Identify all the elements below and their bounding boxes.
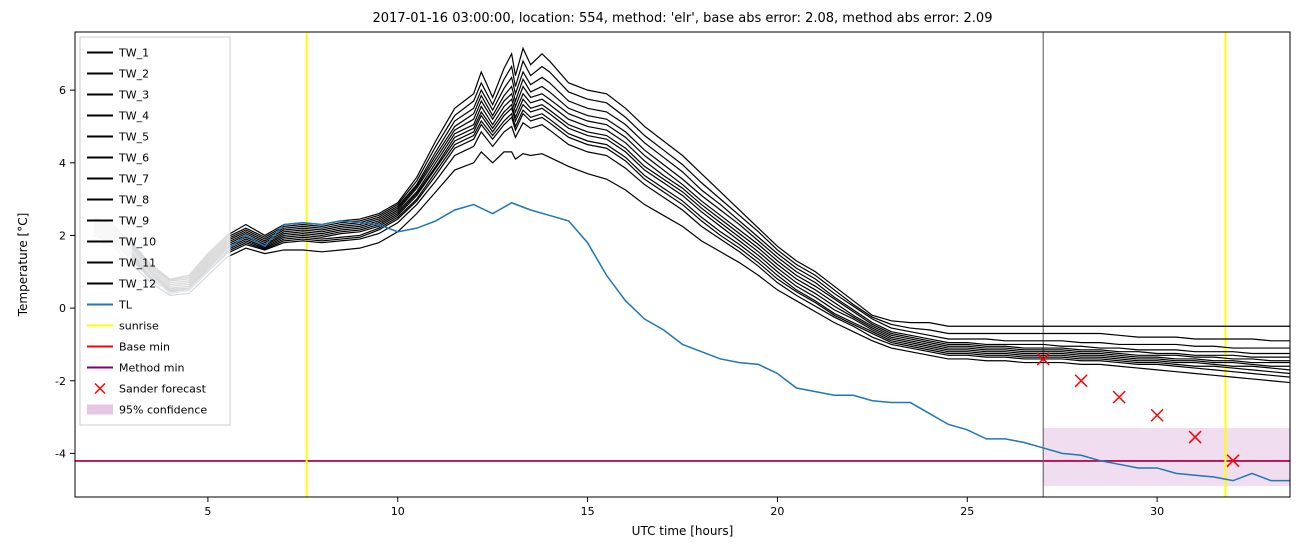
legend-label: TW_8 <box>118 194 149 207</box>
legend-label: TW_10 <box>118 236 156 249</box>
ytick-label: -4 <box>55 447 66 460</box>
legend-label: 95% confidence <box>119 404 207 417</box>
legend-swatch <box>87 405 113 415</box>
xtick-label: 30 <box>1150 505 1164 518</box>
legend-label: TW_3 <box>118 89 149 102</box>
xtick-label: 5 <box>204 505 211 518</box>
legend-label: TW_7 <box>118 173 149 186</box>
legend-label: TW_11 <box>118 257 156 270</box>
xtick-label: 20 <box>770 505 784 518</box>
legend-label: Base min <box>119 341 170 354</box>
ytick-label: -2 <box>55 375 66 388</box>
confidence-band <box>1043 428 1290 486</box>
xtick-label: 15 <box>581 505 595 518</box>
ytick-label: 6 <box>59 84 66 97</box>
line-chart: 5 10 15 20 25 30 -4 -2 0 2 4 6 UTC time [hours] Tempe… <box>0 0 1313 547</box>
xtick-label: 25 <box>960 505 974 518</box>
legend-label: TW_4 <box>118 110 149 123</box>
legend-label: sunrise <box>119 320 159 333</box>
legend-label: TW_5 <box>118 131 149 144</box>
legend-label: TW_12 <box>118 278 156 291</box>
xtick-label: 10 <box>391 505 405 518</box>
x-axis-label: UTC time [hours] <box>632 524 734 538</box>
legend-label: TW_6 <box>118 152 149 165</box>
ytick-label: 2 <box>59 229 66 242</box>
legend-label: Sander forecast <box>119 383 207 396</box>
ytick-label: 0 <box>59 302 66 315</box>
chart-title: 2017-01-16 03:00:00, location: 554, meth… <box>373 11 993 26</box>
legend-label: Method min <box>119 362 185 375</box>
legend-label: TW_1 <box>118 47 149 60</box>
ytick-label: 4 <box>59 157 66 170</box>
legend-label: TW_2 <box>118 68 149 81</box>
legend-label: TW_9 <box>118 215 149 228</box>
legend-label: TL <box>118 299 133 312</box>
y-axis-label: Temperature [°C] <box>16 213 30 318</box>
